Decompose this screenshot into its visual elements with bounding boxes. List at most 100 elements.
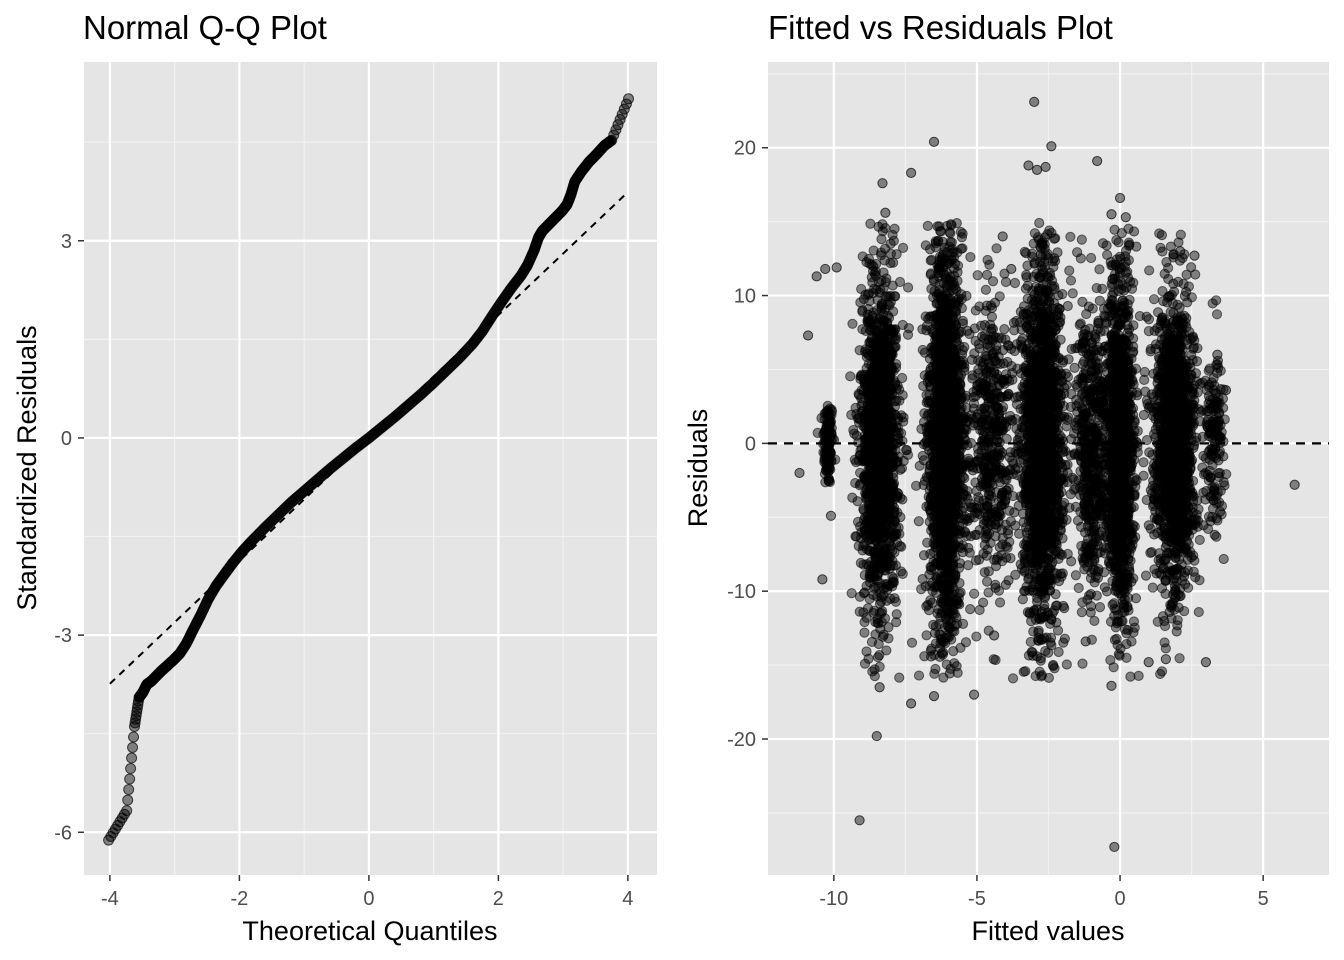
residual-point bbox=[973, 454, 984, 466]
y-tick-label: -3 bbox=[54, 625, 72, 647]
residual-point bbox=[981, 367, 993, 378]
residual-point bbox=[1058, 637, 1069, 648]
residual-point bbox=[935, 453, 947, 465]
residual-point bbox=[978, 597, 989, 608]
residual-point bbox=[931, 401, 942, 412]
residual-point bbox=[925, 255, 936, 266]
residual-point bbox=[897, 372, 908, 384]
residual-point bbox=[934, 221, 945, 232]
residual-point bbox=[950, 571, 961, 582]
residual-point bbox=[891, 537, 903, 548]
residual-point bbox=[889, 593, 900, 604]
residual-point bbox=[920, 311, 931, 322]
residual-point bbox=[822, 405, 834, 416]
residual-point bbox=[885, 383, 896, 394]
residual-point bbox=[864, 577, 876, 588]
residual-point bbox=[983, 517, 994, 528]
residual-point bbox=[990, 582, 1001, 593]
qq-y-axis-title: Standardized Residuals bbox=[12, 325, 42, 610]
residual-point bbox=[988, 654, 999, 665]
fitted-residuals-title: Fitted vs Residuals Plot bbox=[768, 9, 1113, 46]
residual-point bbox=[871, 284, 882, 295]
residual-point bbox=[1007, 415, 1018, 426]
residual-point bbox=[859, 627, 870, 638]
x-tick-label: 2 bbox=[493, 888, 504, 910]
residual-point bbox=[819, 468, 831, 479]
residual-point bbox=[863, 653, 874, 664]
residual-point bbox=[872, 563, 883, 574]
residual-point bbox=[931, 409, 943, 420]
residual-point bbox=[944, 397, 956, 409]
residual-point bbox=[888, 451, 899, 462]
residual-point bbox=[862, 454, 873, 465]
residual-point bbox=[948, 432, 959, 443]
residual-point bbox=[949, 513, 960, 524]
residual-point bbox=[1001, 391, 1012, 402]
residual-point bbox=[944, 668, 955, 679]
residual-point bbox=[884, 495, 895, 506]
residual-point bbox=[870, 258, 882, 270]
residual-point bbox=[864, 593, 875, 605]
residual-point bbox=[933, 268, 944, 279]
residual-point bbox=[925, 645, 936, 656]
residual-point bbox=[1018, 666, 1029, 677]
residual-point bbox=[994, 597, 1006, 608]
residual-point bbox=[872, 652, 884, 663]
residual-point bbox=[1000, 579, 1011, 590]
residual-point bbox=[893, 433, 904, 444]
residual-point bbox=[1000, 276, 1012, 288]
residual-point bbox=[983, 528, 995, 539]
residual-point bbox=[885, 371, 896, 382]
residual-point bbox=[971, 631, 982, 642]
residual-point bbox=[863, 499, 875, 510]
residual-point bbox=[996, 493, 1007, 504]
residual-point bbox=[860, 377, 871, 388]
residual-point bbox=[929, 504, 941, 515]
residual-point bbox=[932, 236, 943, 247]
residual-point bbox=[869, 664, 880, 675]
residual-point bbox=[879, 461, 891, 472]
residual-point bbox=[874, 598, 886, 609]
residual-point bbox=[920, 240, 931, 251]
residual-point bbox=[901, 445, 912, 456]
residual-point bbox=[965, 604, 976, 615]
residual-point bbox=[989, 554, 1000, 565]
residual-point bbox=[880, 432, 891, 443]
residual-point bbox=[882, 409, 893, 420]
residual-point bbox=[1001, 433, 1012, 444]
residual-point bbox=[853, 388, 864, 400]
residual-point bbox=[929, 286, 940, 297]
residual-point bbox=[1001, 552, 1012, 563]
residual-point bbox=[874, 314, 885, 325]
residual-point bbox=[891, 609, 902, 620]
residual-point bbox=[977, 416, 988, 427]
residual-point bbox=[966, 354, 978, 365]
qq-point bbox=[126, 752, 138, 764]
qq-point bbox=[125, 763, 137, 775]
residual-point bbox=[975, 388, 987, 399]
residual-point bbox=[927, 597, 938, 608]
residual-point bbox=[961, 290, 972, 301]
residual-point bbox=[978, 403, 990, 414]
qq-y-tick-labels: -6-303 bbox=[54, 231, 84, 844]
residual-point bbox=[922, 537, 933, 548]
residual-point bbox=[996, 468, 1007, 479]
residual-point bbox=[946, 353, 957, 364]
residual-point bbox=[883, 312, 895, 323]
residual-point bbox=[986, 334, 997, 345]
residual-point bbox=[1061, 659, 1072, 670]
residual-point bbox=[888, 472, 899, 483]
residual-point bbox=[955, 379, 966, 390]
residual-point bbox=[945, 561, 956, 572]
residual-point bbox=[965, 531, 976, 542]
residual-point bbox=[870, 270, 881, 281]
residual-point bbox=[887, 280, 898, 291]
residual-point bbox=[989, 410, 1000, 421]
residual-point bbox=[973, 492, 984, 503]
residual-point bbox=[819, 447, 831, 458]
qq-plot-panel: Normal Q-Q Plot -4 -2 0 2 4 -6-303 Theoretic… bbox=[12, 9, 657, 946]
residual-point bbox=[823, 437, 834, 448]
residual-point bbox=[873, 416, 884, 427]
residual-point bbox=[876, 331, 887, 343]
